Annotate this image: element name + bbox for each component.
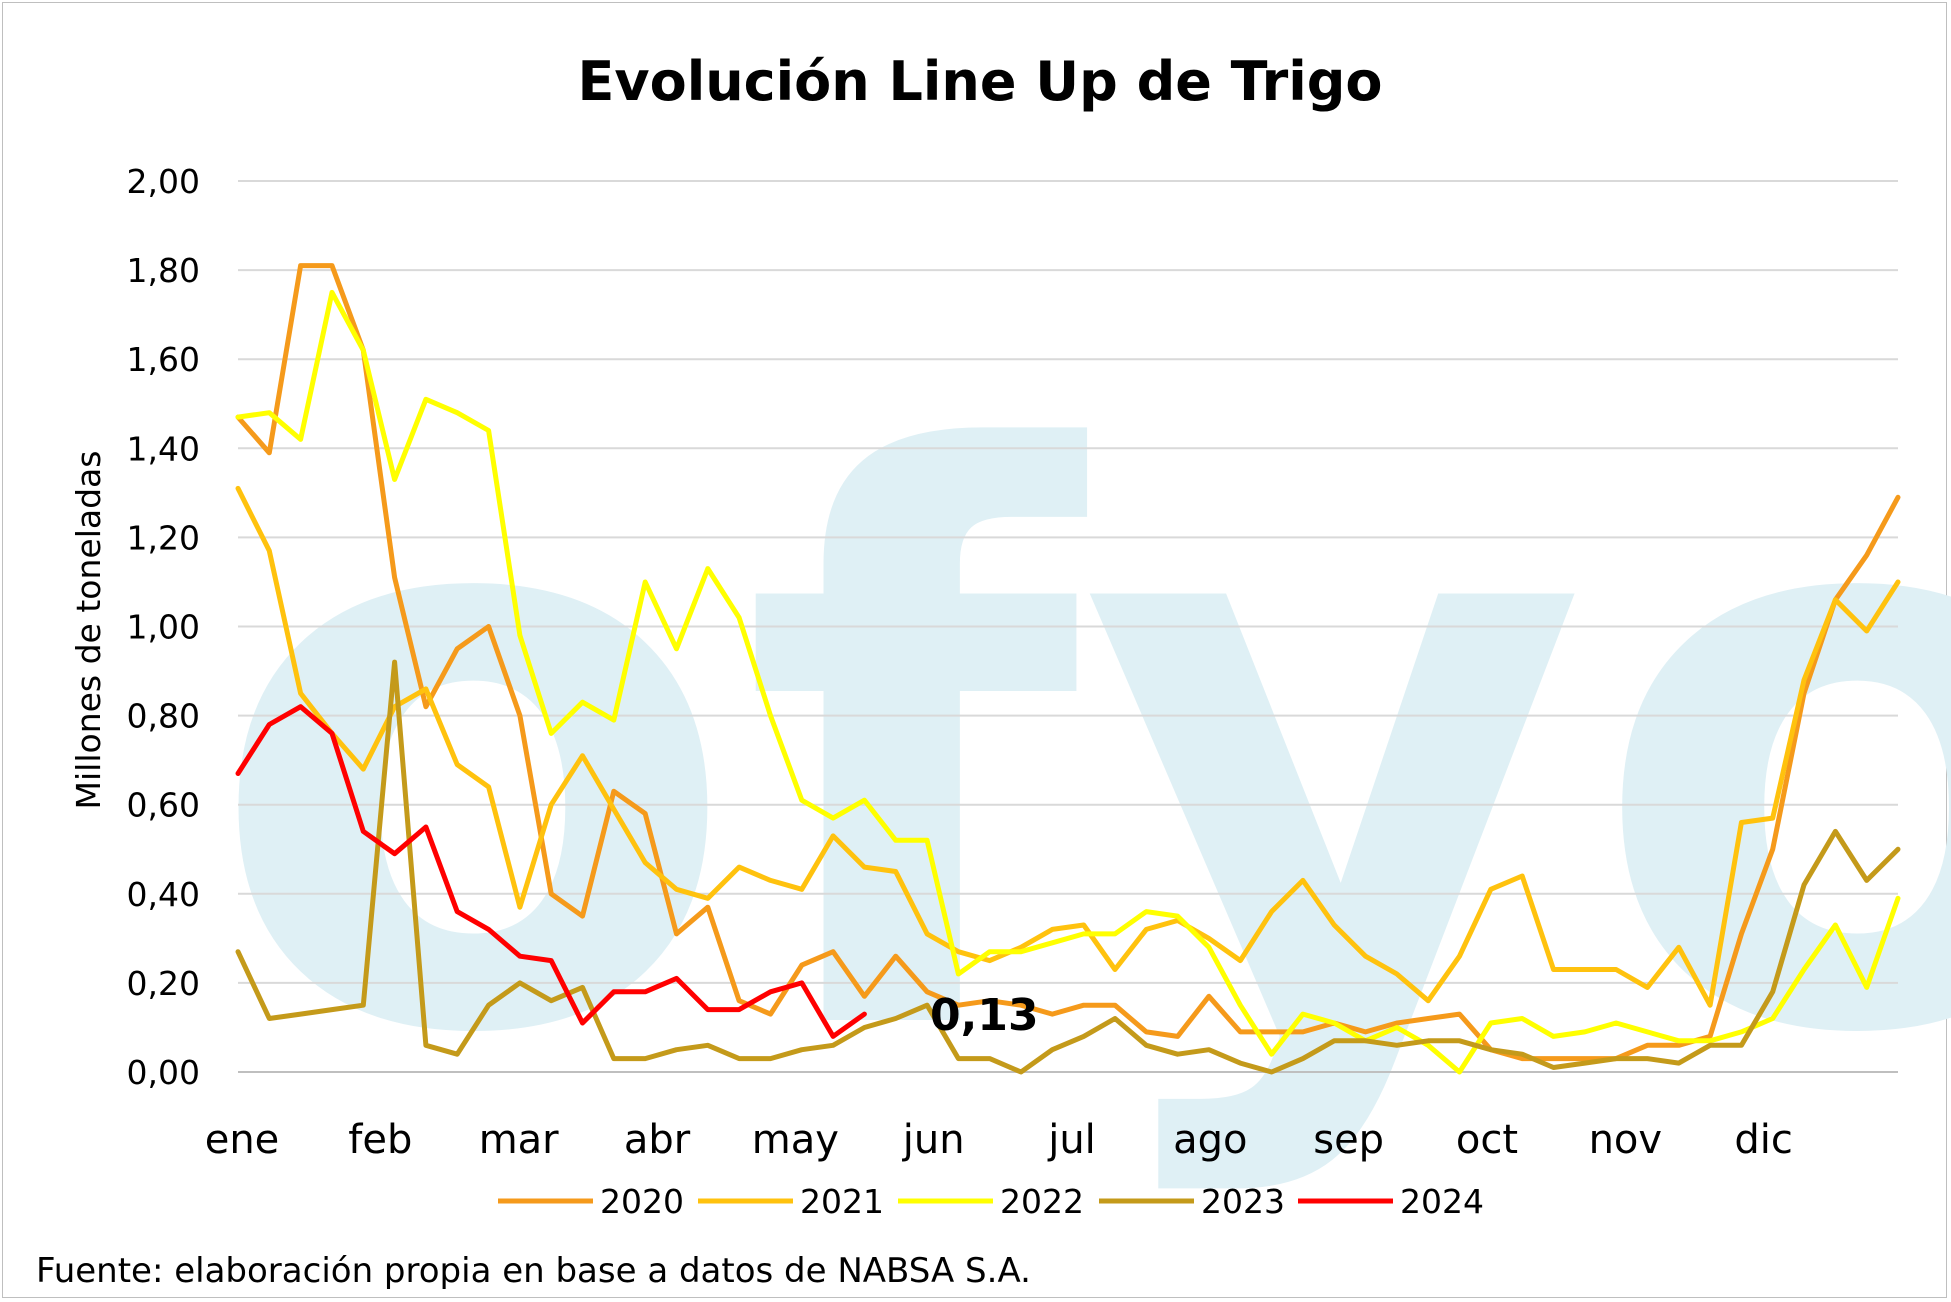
series-line-2024: [235, 704, 867, 1039]
series-lines: [235, 263, 1901, 1075]
y-axis: 0,00 0,20 0,40 0,60 0,80 1,00 1,20 1,40 1,60 1,80…: [127, 162, 200, 1092]
y-tick-label: 1,60: [127, 340, 200, 379]
watermark-text: ofyo: [205, 296, 1951, 1204]
x-tick-label: feb: [348, 1117, 412, 1163]
x-tick-label: dic: [1734, 1117, 1793, 1163]
y-tick-label: 0,00: [127, 1053, 200, 1092]
x-tick-label: may: [752, 1117, 839, 1163]
x-tick-label: sep: [1313, 1117, 1384, 1163]
x-axis: ene feb mar abr may jun jul ago sep oct nov dic: [205, 1071, 1898, 1163]
legend-label-2022: 2022: [1000, 1182, 1084, 1221]
legend-label-2024: 2024: [1400, 1182, 1484, 1221]
legend-label-2023: 2023: [1201, 1182, 1285, 1221]
series-line-2023: [235, 659, 1901, 1075]
y-tick-label: 0,20: [127, 964, 200, 1003]
x-tick-label: mar: [479, 1117, 559, 1163]
legend-label-2021: 2021: [800, 1182, 884, 1221]
y-tick-label: 1,00: [127, 608, 200, 647]
y-tick-label: 2,00: [127, 162, 200, 201]
series-line-2021: [235, 485, 1901, 1008]
series-line-2022: [235, 289, 1901, 1075]
source-note: Fuente: elaboración propia en base a dat…: [36, 1251, 1031, 1291]
y-tick-label: 0,40: [127, 875, 200, 914]
watermark: ofyo: [205, 296, 1951, 1204]
x-tick-label: abr: [624, 1117, 691, 1163]
y-tick-label: 1,20: [127, 518, 200, 557]
y-tick-label: 1,40: [127, 429, 200, 468]
x-tick-label: ene: [205, 1117, 280, 1163]
y-tick-label: 1,80: [127, 251, 200, 290]
legend-label-2020: 2020: [600, 1182, 684, 1221]
x-tick-label: jul: [1047, 1117, 1096, 1163]
annotation-label: 0,13: [930, 990, 1039, 1041]
x-tick-label: oct: [1456, 1117, 1518, 1163]
y-tick-label: 0,60: [127, 786, 200, 825]
y-tick-label: 0,80: [127, 697, 200, 736]
x-tick-label: nov: [1589, 1117, 1663, 1163]
chart-title: Evolución Line Up de Trigo: [578, 50, 1383, 113]
y-axis-label: Millones de toneladas: [69, 451, 108, 810]
x-tick-label: jun: [902, 1117, 965, 1163]
legend: 2020 2021 2022 2023 2024: [498, 1182, 1484, 1221]
x-tick-label: ago: [1173, 1117, 1247, 1163]
